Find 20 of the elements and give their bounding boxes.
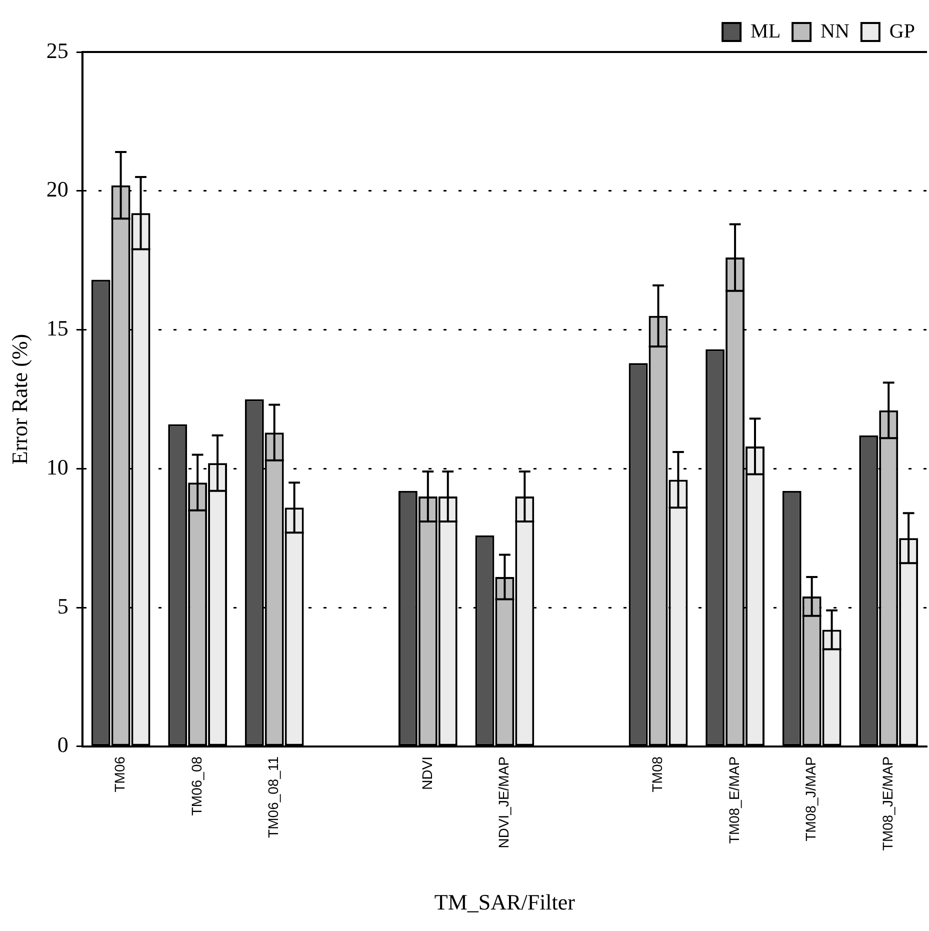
legend-label: GP bbox=[889, 20, 916, 42]
x-tick-label: TM06_08 bbox=[188, 756, 204, 816]
x-axis-title: TM_SAR/Filter bbox=[434, 890, 576, 915]
y-tick-label: 20 bbox=[46, 176, 68, 202]
y-tick-label: 5 bbox=[57, 593, 68, 618]
x-tick-label: TM06 bbox=[112, 756, 128, 792]
x-tick-label: TM08_E/MAP bbox=[726, 756, 742, 844]
y-axis-title: Error Rate (%) bbox=[6, 334, 32, 465]
y-tick-label: 15 bbox=[46, 316, 68, 341]
x-tick-label: TM08_J/MAP bbox=[802, 756, 819, 842]
legend-label: NN bbox=[820, 20, 850, 42]
x-tick-label: TM08 bbox=[649, 756, 666, 792]
y-tick-label: 0 bbox=[57, 732, 68, 758]
x-tick-label: NDVI bbox=[418, 756, 435, 790]
y-tick-label: 10 bbox=[46, 454, 68, 480]
x-tick-label: TM06_08_11 bbox=[265, 756, 282, 838]
x-tick-label: NDVI_JE/MAP bbox=[496, 756, 512, 848]
y-tick-label: 25 bbox=[46, 38, 68, 63]
x-tick-label: TM08_JE/MAP bbox=[879, 756, 896, 851]
legend-label: ML bbox=[750, 20, 781, 42]
